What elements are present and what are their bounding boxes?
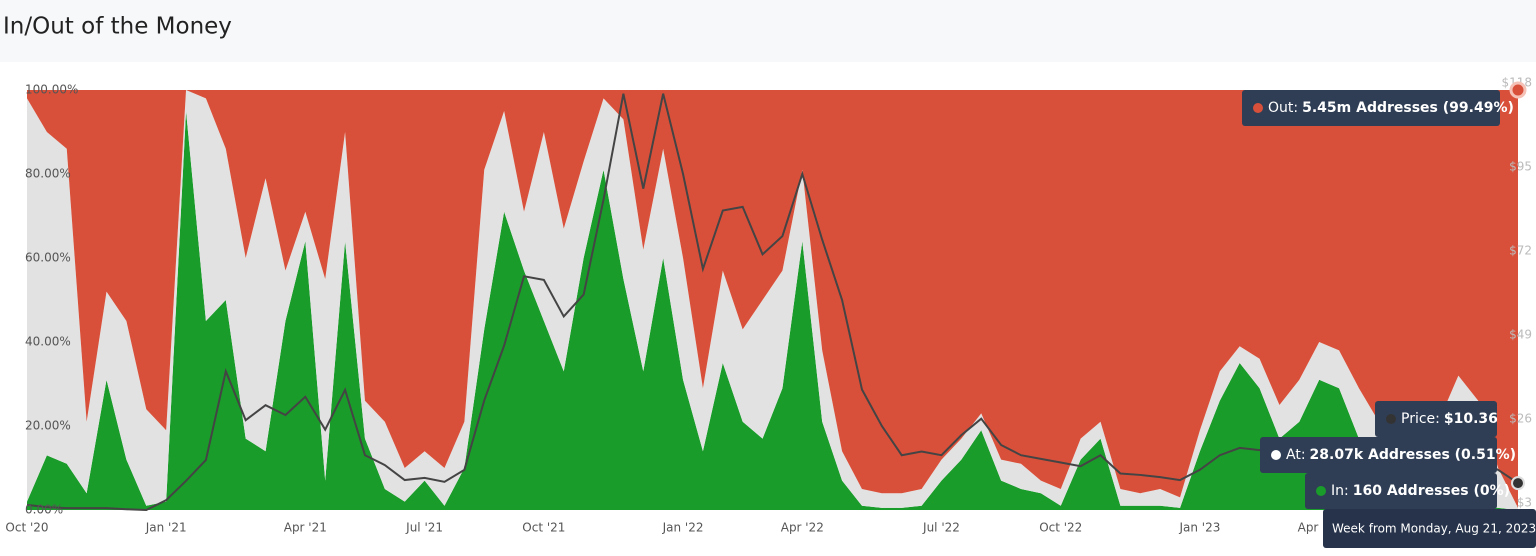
tooltip-title: Week from Monday, Aug 21, 2023	[1332, 522, 1536, 536]
x-tick-label: Jan '23	[1178, 521, 1220, 535]
chart-title: In/Out of the Money	[3, 14, 232, 40]
x-tick-label: Apr '22	[781, 521, 824, 535]
x-tick-label: Apr '21	[284, 521, 327, 535]
area	[27, 90, 1518, 508]
y-tick-label: 0.00%	[25, 503, 63, 517]
tooltip-value: 160 Addresses (0%)	[1353, 483, 1510, 499]
tooltip-box	[1242, 90, 1500, 126]
tooltip-row: Price: $10.36	[1375, 401, 1498, 437]
tooltip-value: 5.45m Addresses (99.49%)	[1302, 100, 1514, 116]
y2-tick-label: $95	[1509, 160, 1532, 174]
x-tick-label: Oct '20	[5, 521, 48, 535]
tooltip-box	[1260, 437, 1497, 473]
y-tick-label: 20.00%	[25, 419, 71, 433]
tooltip-value: $10.36	[1444, 411, 1498, 427]
y-tick-label: 40.00%	[25, 335, 71, 349]
hover-dot	[1511, 476, 1525, 491]
tooltip-dot	[1271, 450, 1281, 460]
tooltip-box	[1375, 401, 1497, 437]
y2-tick-label: $72	[1509, 244, 1532, 258]
tooltip-dot	[1316, 486, 1326, 496]
x-tick-label: Jul '21	[405, 521, 443, 535]
y2-tick-label: $49	[1509, 328, 1532, 342]
x-tick-label: Jul '22	[922, 521, 960, 535]
tooltip-box	[1305, 473, 1497, 509]
tooltip-label: In:	[1331, 483, 1349, 499]
area	[27, 90, 1518, 510]
x-tick-label: Jan '21	[145, 521, 187, 535]
x-tick-label: Oct '21	[522, 521, 565, 535]
y2-tick-label: $3	[1517, 496, 1532, 510]
tooltip-label: Price:	[1401, 411, 1440, 427]
tooltip-row: At: 28.07k Addresses (0.51%)	[1260, 437, 1516, 473]
tooltip-label: Out:	[1268, 100, 1298, 116]
y2-tick-label: $26	[1509, 412, 1532, 426]
y-tick-label: 100.00%	[25, 83, 78, 97]
tooltip-row: In: 160 Addresses (0%)	[1305, 473, 1510, 509]
y-tick-label: 60.00%	[25, 251, 71, 265]
y-tick-label: 80.00%	[25, 167, 71, 181]
x-tick-label: Jan '22	[662, 521, 704, 535]
tooltip-row: Out: 5.45m Addresses (99.49%)	[1242, 90, 1514, 126]
hover-dot	[1509, 81, 1527, 99]
tooltip-label: At:	[1286, 447, 1306, 463]
tooltip-dot	[1386, 414, 1396, 424]
x-tick-label: Oct '22	[1039, 521, 1082, 535]
tooltip-value: 28.07k Addresses (0.51%)	[1310, 447, 1516, 463]
tooltip-dot	[1253, 103, 1263, 113]
tooltip-footer	[1323, 509, 1536, 548]
